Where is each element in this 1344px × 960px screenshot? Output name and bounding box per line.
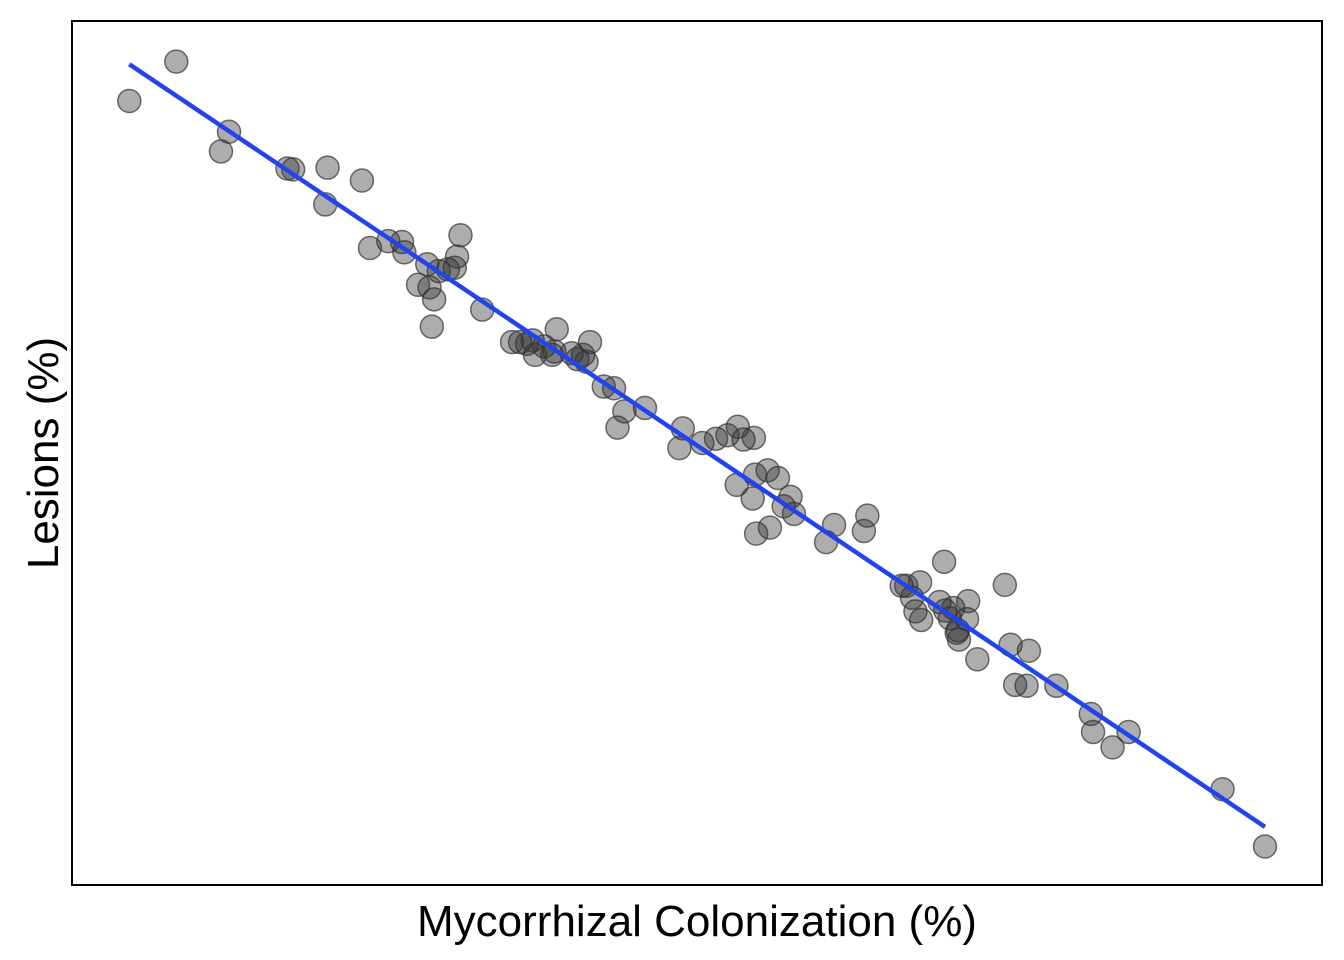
data-point [444, 244, 470, 269]
data-point [715, 423, 740, 448]
data-point [743, 521, 769, 546]
data-point [448, 222, 473, 248]
data-point [992, 572, 1018, 598]
data-point [280, 157, 306, 182]
data-point [740, 486, 765, 511]
trend-line [128, 62, 1267, 829]
data-point [421, 287, 447, 312]
data-point [908, 607, 934, 633]
data-point [765, 465, 791, 491]
data-point [1014, 673, 1039, 699]
data-point [117, 88, 142, 114]
x-axis-title: Mycorrhizal Colonization (%) [417, 897, 977, 946]
points-layer [117, 49, 1278, 859]
data-point [315, 155, 340, 180]
data-point [855, 503, 880, 528]
data-point [731, 427, 756, 452]
data-point [851, 518, 877, 544]
data-point [667, 435, 692, 461]
data-point [544, 317, 570, 342]
data-point [1080, 719, 1106, 745]
data-point [946, 627, 972, 652]
trend-line-layer [128, 62, 1267, 829]
y-axis-title: Lesions (%) [19, 337, 68, 569]
data-point [522, 342, 548, 368]
data-point [757, 515, 783, 540]
data-point [965, 647, 990, 672]
data-point [1252, 834, 1278, 859]
data-point [577, 329, 603, 355]
data-point [931, 549, 957, 575]
data-point [1016, 638, 1042, 663]
data-point [612, 399, 637, 424]
data-point [419, 314, 445, 339]
data-point [357, 235, 383, 261]
data-point [605, 415, 630, 440]
data-point [955, 588, 981, 614]
data-point [164, 49, 189, 74]
data-point [741, 425, 767, 451]
data-point [349, 168, 375, 193]
data-point [1100, 735, 1125, 760]
